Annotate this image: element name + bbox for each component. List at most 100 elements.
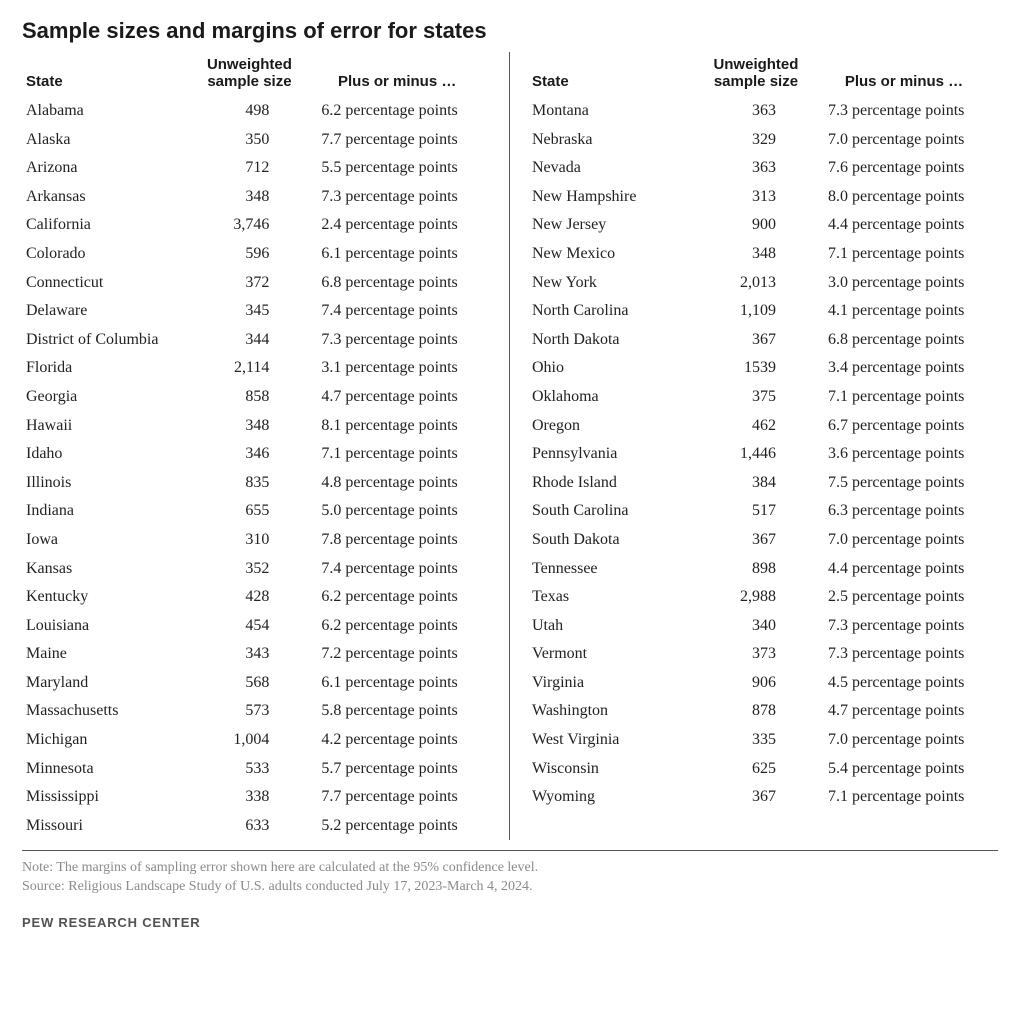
cell-state: Alabama <box>22 97 196 126</box>
table-row: Maine3437.2 percentage points <box>22 640 491 669</box>
cell-sample-size: 373 <box>702 640 810 669</box>
header-state: State <box>528 52 702 97</box>
table-row: District of Columbia3447.3 percentage po… <box>22 325 491 354</box>
cell-sample-size: 596 <box>196 239 304 268</box>
table-columns: State Unweighted sample size Plus or min… <box>22 52 998 840</box>
cell-sample-size: 898 <box>702 554 810 583</box>
cell-state: Kansas <box>22 554 196 583</box>
cell-sample-size: 2,114 <box>196 354 304 383</box>
cell-state: West Virginia <box>528 726 702 755</box>
cell-sample-size: 344 <box>196 325 304 354</box>
cell-margin-of-error: 4.7 percentage points <box>810 697 998 726</box>
cell-state: Oregon <box>528 411 702 440</box>
table-row: California3,7462.4 percentage points <box>22 211 491 240</box>
cell-margin-of-error: 5.0 percentage points <box>303 497 491 526</box>
footnote-text: Note: The margins of sampling error show… <box>22 859 998 878</box>
cell-state: Arkansas <box>22 182 196 211</box>
table-row: Alabama4986.2 percentage points <box>22 97 491 126</box>
cell-state: Oklahoma <box>528 382 702 411</box>
cell-margin-of-error: 3.6 percentage points <box>810 440 998 469</box>
cell-state: Washington <box>528 697 702 726</box>
cell-state: Maine <box>22 640 196 669</box>
cell-margin-of-error: 3.4 percentage points <box>810 354 998 383</box>
cell-state: Alaska <box>22 125 196 154</box>
cell-sample-size: 533 <box>196 754 304 783</box>
cell-margin-of-error: 4.4 percentage points <box>810 211 998 240</box>
cell-state: North Carolina <box>528 297 702 326</box>
cell-sample-size: 498 <box>196 97 304 126</box>
table-row: Kentucky4286.2 percentage points <box>22 583 491 612</box>
cell-state: Minnesota <box>22 754 196 783</box>
cell-sample-size: 655 <box>196 497 304 526</box>
cell-margin-of-error: 4.7 percentage points <box>303 382 491 411</box>
table-row: Montana3637.3 percentage points <box>528 97 998 126</box>
table-row: Rhode Island3847.5 percentage points <box>528 468 998 497</box>
cell-margin-of-error: 6.3 percentage points <box>810 497 998 526</box>
cell-sample-size: 568 <box>196 668 304 697</box>
header-sample-size: Unweighted sample size <box>196 52 304 97</box>
table-row: Maryland5686.1 percentage points <box>22 668 491 697</box>
cell-state: Vermont <box>528 640 702 669</box>
cell-state: South Carolina <box>528 497 702 526</box>
header-state: State <box>22 52 196 97</box>
table-row: Wisconsin6255.4 percentage points <box>528 754 998 783</box>
cell-state: Virginia <box>528 668 702 697</box>
table-row: Texas2,9882.5 percentage points <box>528 583 998 612</box>
cell-state: Ohio <box>528 354 702 383</box>
cell-margin-of-error: 7.0 percentage points <box>810 525 998 554</box>
cell-state: South Dakota <box>528 525 702 554</box>
cell-sample-size: 900 <box>702 211 810 240</box>
table-right-column: State Unweighted sample size Plus or min… <box>510 52 998 840</box>
cell-state: Colorado <box>22 239 196 268</box>
cell-state: North Dakota <box>528 325 702 354</box>
table-row: New Jersey9004.4 percentage points <box>528 211 998 240</box>
cell-state: Connecticut <box>22 268 196 297</box>
cell-state: New Hampshire <box>528 182 702 211</box>
table-row: Oklahoma3757.1 percentage points <box>528 382 998 411</box>
cell-margin-of-error: 7.1 percentage points <box>810 382 998 411</box>
cell-state: Idaho <box>22 440 196 469</box>
cell-margin-of-error: 7.3 percentage points <box>810 640 998 669</box>
cell-sample-size: 348 <box>196 182 304 211</box>
cell-state: Mississippi <box>22 783 196 812</box>
cell-state: New Jersey <box>528 211 702 240</box>
cell-sample-size: 372 <box>196 268 304 297</box>
cell-state: Indiana <box>22 497 196 526</box>
table-row: Nevada3637.6 percentage points <box>528 154 998 183</box>
states-table-left: State Unweighted sample size Plus or min… <box>22 52 491 840</box>
table-row: Connecticut3726.8 percentage points <box>22 268 491 297</box>
cell-state: Maryland <box>22 668 196 697</box>
cell-margin-of-error: 4.8 percentage points <box>303 468 491 497</box>
cell-state: Iowa <box>22 525 196 554</box>
cell-sample-size: 1,004 <box>196 726 304 755</box>
cell-sample-size: 2,013 <box>702 268 810 297</box>
cell-sample-size: 835 <box>196 468 304 497</box>
cell-margin-of-error: 8.1 percentage points <box>303 411 491 440</box>
cell-state: California <box>22 211 196 240</box>
cell-sample-size: 384 <box>702 468 810 497</box>
figure-container: Sample sizes and margins of error for st… <box>0 0 1020 952</box>
cell-margin-of-error: 6.7 percentage points <box>810 411 998 440</box>
table-row: Nebraska3297.0 percentage points <box>528 125 998 154</box>
cell-sample-size: 310 <box>196 525 304 554</box>
cell-sample-size: 348 <box>702 239 810 268</box>
cell-sample-size: 346 <box>196 440 304 469</box>
cell-margin-of-error: 4.1 percentage points <box>810 297 998 326</box>
cell-state: Illinois <box>22 468 196 497</box>
table-row: Utah3407.3 percentage points <box>528 611 998 640</box>
table-header-row: State Unweighted sample size Plus or min… <box>22 52 491 97</box>
cell-margin-of-error: 7.3 percentage points <box>303 325 491 354</box>
cell-margin-of-error: 7.3 percentage points <box>810 97 998 126</box>
table-row: Washington8784.7 percentage points <box>528 697 998 726</box>
cell-margin-of-error: 2.4 percentage points <box>303 211 491 240</box>
cell-sample-size: 343 <box>196 640 304 669</box>
table-row: Wyoming3677.1 percentage points <box>528 783 998 812</box>
cell-margin-of-error: 7.3 percentage points <box>303 182 491 211</box>
cell-state: Kentucky <box>22 583 196 612</box>
table-row: Delaware3457.4 percentage points <box>22 297 491 326</box>
table-row: West Virginia3357.0 percentage points <box>528 726 998 755</box>
cell-sample-size: 573 <box>196 697 304 726</box>
cell-sample-size: 367 <box>702 525 810 554</box>
table-row: Kansas3527.4 percentage points <box>22 554 491 583</box>
cell-sample-size: 313 <box>702 182 810 211</box>
